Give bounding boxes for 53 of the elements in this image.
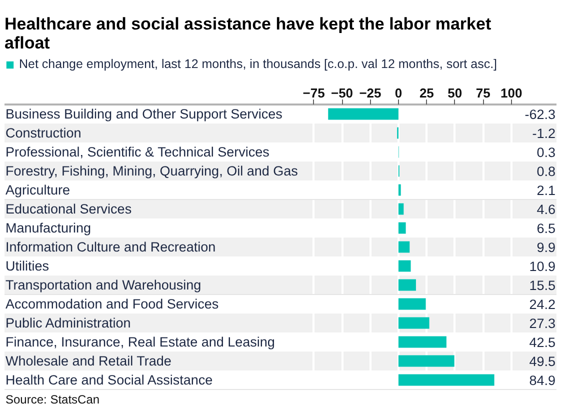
y-tick-label: Educational Services <box>6 202 132 216</box>
data-label: 49.5 <box>529 354 556 369</box>
bar <box>398 374 494 386</box>
data-label: 0.3 <box>536 145 556 160</box>
x-tick-label: −25 <box>359 86 382 100</box>
x-tick-label: 0 <box>394 86 402 100</box>
y-tick-label: Information Culture and Recreation <box>6 240 216 254</box>
x-tick-label: 75 <box>476 86 490 100</box>
y-tick-label: Transportation and Warehousing <box>6 278 202 292</box>
y-tick-label: Business Building and Other Support Services <box>6 106 283 122</box>
bar <box>398 260 411 272</box>
data-label: 9.9 <box>536 240 556 255</box>
y-tick-label: Public Administration <box>6 316 131 330</box>
bar <box>398 336 446 348</box>
x-tick-label: 25 <box>419 86 434 100</box>
data-label: 84.9 <box>529 373 556 388</box>
bar <box>398 203 404 215</box>
bar <box>398 241 410 253</box>
bar <box>398 184 401 196</box>
y-tick-label: Finance, Insurance, Real Estate and Leasing <box>6 334 275 350</box>
y-tick-label: Forestry, Fishing, Mining, Quarrying, Oil and Gas <box>6 164 298 178</box>
chart-title: Healthcare and social assistance have kept the labor market afloat <box>4 14 492 52</box>
x-tick-label: 100 <box>500 86 522 100</box>
data-label: 2.1 <box>536 183 556 198</box>
legend-label: Net change employment, last 12 months, in thousands [c.o.p. val 12 months, sort asc.] <box>19 57 498 71</box>
y-tick-label: Construction <box>6 126 82 140</box>
bar <box>398 317 430 329</box>
data-label: 24.2 <box>529 297 556 312</box>
y-tick-label: Manufacturing <box>6 220 92 236</box>
bar <box>398 355 454 367</box>
data-label: -1.2 <box>532 126 556 141</box>
y-tick-label: Health Care and Social Assistance <box>6 372 213 388</box>
data-label: 42.5 <box>529 335 556 350</box>
x-tick-label: 50 <box>448 86 462 100</box>
y-tick-label: Wholesale and Retail Trade <box>6 354 172 368</box>
y-tick-label: Professional, Scientific & Technical Services <box>6 144 270 160</box>
data-label: 10.9 <box>529 259 556 274</box>
y-tick-label: Agriculture <box>6 182 70 198</box>
data-label: 4.6 <box>536 202 556 217</box>
data-label: -62.3 <box>524 107 556 122</box>
data-label: 27.3 <box>529 316 556 331</box>
bar <box>328 108 398 120</box>
source-note: Source: StatsCan <box>6 392 100 406</box>
y-tick-label: Utilities <box>6 258 50 274</box>
y-tick-label: Accommodation and Food Services <box>6 296 219 312</box>
bar <box>398 222 406 234</box>
data-label: 15.5 <box>529 278 556 293</box>
x-tick-label: −75 <box>302 86 325 100</box>
x-tick-label: −50 <box>330 86 354 100</box>
bar <box>398 279 416 291</box>
bar <box>398 298 426 310</box>
data-label: 0.8 <box>536 164 556 179</box>
data-label: 6.5 <box>536 221 556 236</box>
